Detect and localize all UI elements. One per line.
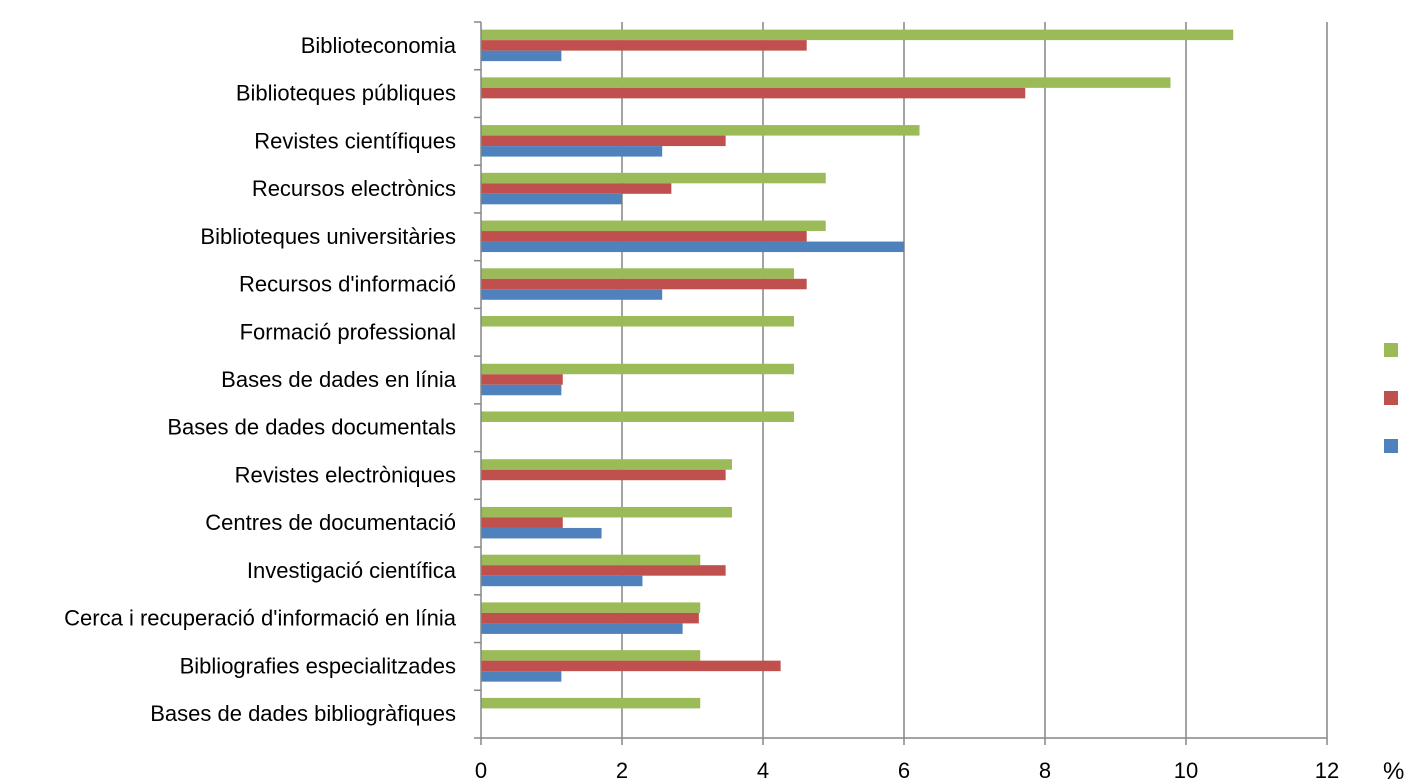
bar-series-2: [481, 231, 807, 242]
bar-series-1: [481, 506, 732, 518]
axes: [474, 21, 1328, 745]
category-label: Bases de dades bibliogràfiques: [150, 701, 456, 726]
bar-series-2: [481, 660, 781, 672]
bar-series-2: [481, 183, 672, 194]
bar-series-3: [481, 575, 643, 587]
bar-series-3: [481, 527, 602, 539]
bar-series-2: [481, 517, 563, 528]
category-label: Centres de documentació: [205, 510, 456, 535]
bar-series-1: [481, 172, 826, 184]
x-tick-label: 2: [616, 758, 628, 783]
bar-series-3: [481, 241, 904, 253]
bar-series-1: [481, 459, 732, 470]
x-tick-label: 12: [1315, 758, 1339, 783]
bar-series-3: [481, 146, 663, 157]
legend: [1384, 343, 1398, 453]
bar-series-1: [481, 29, 1234, 41]
bar-series-2: [481, 278, 807, 290]
category-label: Recursos electrònics: [252, 176, 456, 201]
bar-series-2: [481, 612, 699, 624]
category-label: Formació professional: [240, 319, 456, 344]
legend-swatch-series-3: [1384, 439, 1398, 453]
legend-swatch-series-2: [1384, 391, 1398, 405]
bar-series-1: [481, 77, 1171, 88]
bar-series-1: [481, 316, 795, 327]
bar-series-3: [481, 193, 622, 205]
x-axis-unit-label: %: [1383, 758, 1404, 783]
bar-series-1: [481, 650, 701, 661]
bar-series-2: [481, 40, 807, 51]
category-label: Revistes electròniques: [235, 462, 456, 487]
bar-series-1: [481, 554, 701, 566]
bar-series-3: [481, 384, 562, 396]
x-tick-label: 10: [1174, 758, 1198, 783]
bar-series-3: [481, 50, 562, 62]
category-label: Biblioteques universitàries: [200, 224, 456, 249]
bar-series-1: [481, 220, 826, 232]
bars: [481, 29, 1234, 709]
category-label: Investigació científica: [247, 558, 457, 583]
category-label: Revistes científiques: [254, 128, 456, 153]
bar-series-2: [481, 87, 1026, 99]
category-label: Biblioteques públiques: [236, 81, 456, 106]
bar-series-2: [481, 135, 726, 147]
x-tick-label: 8: [1039, 758, 1051, 783]
bar-series-2: [481, 469, 726, 481]
bar-series-1: [481, 697, 701, 709]
bar-series-1: [481, 125, 920, 136]
bar-series-1: [481, 602, 701, 613]
bar-series-1: [481, 411, 795, 422]
category-label: Bases de dades en línia: [221, 367, 457, 392]
category-label: Recursos d'informació: [239, 272, 456, 297]
bar-series-1: [481, 268, 795, 279]
bar-series-2: [481, 374, 563, 385]
x-tick-labels: 0 2 4 6 8 10 12: [475, 758, 1339, 783]
x-tick-label: 4: [757, 758, 769, 783]
bar-series-3: [481, 289, 663, 300]
bar-series-2: [481, 565, 726, 576]
category-label: Cerca i recuperació d'informació en líni…: [64, 606, 457, 631]
bar-series-3: [481, 623, 683, 634]
legend-swatch-series-1: [1384, 343, 1398, 357]
category-labels: Biblioteconomia Biblioteques públiques Rev…: [64, 33, 457, 726]
category-label: Biblioteconomia: [301, 33, 457, 58]
bar-series-1: [481, 363, 795, 375]
category-label: Bibliografies especialitzades: [180, 653, 456, 678]
x-tick-label: 0: [475, 758, 487, 783]
x-tick-label: 6: [898, 758, 910, 783]
category-label: Bases de dades documentals: [167, 415, 456, 440]
bar-series-3: [481, 671, 562, 682]
